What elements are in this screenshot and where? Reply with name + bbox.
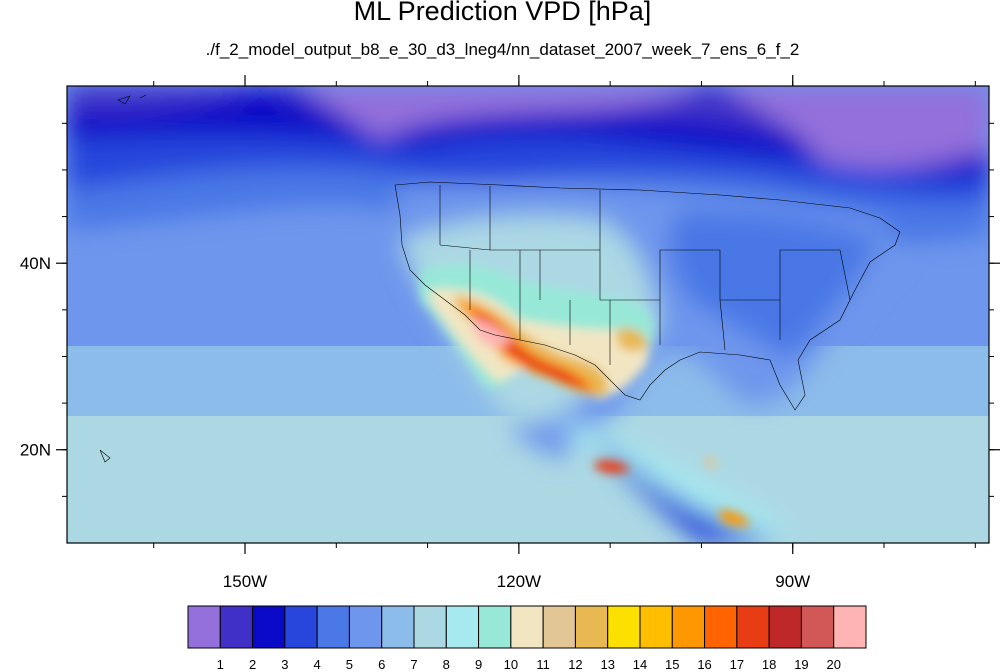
colorbar-label: 14 bbox=[633, 657, 647, 672]
colorbar-label: 18 bbox=[762, 657, 776, 672]
colorbar-swatch bbox=[574, 605, 609, 649]
colorbar-label: 4 bbox=[314, 657, 321, 672]
map-subtitle: ./f_2_model_output_b8_e_30_d3_lneg4/nn_d… bbox=[205, 40, 800, 59]
colorbar-swatch bbox=[671, 605, 706, 649]
colorbar-swatch bbox=[478, 605, 512, 649]
colorbar-swatch bbox=[219, 605, 254, 649]
colorbar-label: 19 bbox=[794, 657, 808, 672]
colorbar-label: 12 bbox=[568, 657, 582, 672]
colorbar-swatch bbox=[833, 605, 867, 649]
colorbar-swatch bbox=[768, 605, 802, 649]
colorbar-label: 6 bbox=[378, 657, 385, 672]
colorbar-swatch bbox=[510, 605, 544, 649]
colorbar-label: 10 bbox=[504, 657, 518, 672]
colorbar-label: 15 bbox=[665, 657, 679, 672]
colorbar-swatch bbox=[284, 605, 318, 649]
colorbar-label: 17 bbox=[730, 657, 744, 672]
colorbar-swatch bbox=[542, 605, 576, 649]
colorbar-swatch bbox=[736, 605, 770, 649]
lat-tick-label: 20N bbox=[20, 441, 51, 460]
colorbar-label: 8 bbox=[443, 657, 450, 672]
colorbar-label: 11 bbox=[536, 657, 550, 672]
colorbar-swatch bbox=[607, 605, 641, 649]
colorbar-swatch bbox=[316, 605, 350, 649]
colorbar: 1 2 3 4 5 6 7 8 9 10 11 12 13 14 15 16 17 18 19 20 bbox=[187, 605, 867, 672]
map-frame bbox=[66, 85, 990, 544]
colorbar-swatch bbox=[704, 605, 738, 649]
colorbar-label: 7 bbox=[410, 657, 417, 672]
colorbar-swatch bbox=[348, 605, 383, 649]
colorbar-label: 1 bbox=[217, 657, 224, 672]
lon-tick-label: 90W bbox=[775, 572, 810, 591]
colorbar-label: 13 bbox=[600, 657, 614, 672]
colorbar-label: 9 bbox=[475, 657, 482, 672]
axes: 150W 120W 90W 40N 20N bbox=[20, 75, 1000, 591]
colorbar-swatch bbox=[800, 605, 835, 649]
colorbar-label: 2 bbox=[249, 657, 256, 672]
colorbar-swatch bbox=[413, 605, 447, 649]
colorbar-label: 3 bbox=[281, 657, 288, 672]
lon-tick-label: 120W bbox=[497, 572, 541, 591]
colorbar-swatch bbox=[187, 605, 221, 649]
lat-tick-label: 40N bbox=[20, 254, 51, 273]
colorbar-swatch bbox=[252, 605, 286, 649]
colorbar-label: 20 bbox=[826, 657, 840, 672]
lon-tick-label: 150W bbox=[223, 572, 267, 591]
state-boundaries bbox=[99, 94, 901, 463]
map-title: ML Prediction VPD [hPa] bbox=[353, 0, 652, 26]
colorbar-label: 16 bbox=[697, 657, 711, 672]
colorbar-swatch bbox=[445, 605, 480, 649]
vpd-field bbox=[67, 86, 989, 543]
colorbar-label: 5 bbox=[346, 657, 353, 672]
colorbar-swatch bbox=[381, 605, 415, 649]
colorbar-swatch bbox=[639, 605, 673, 649]
